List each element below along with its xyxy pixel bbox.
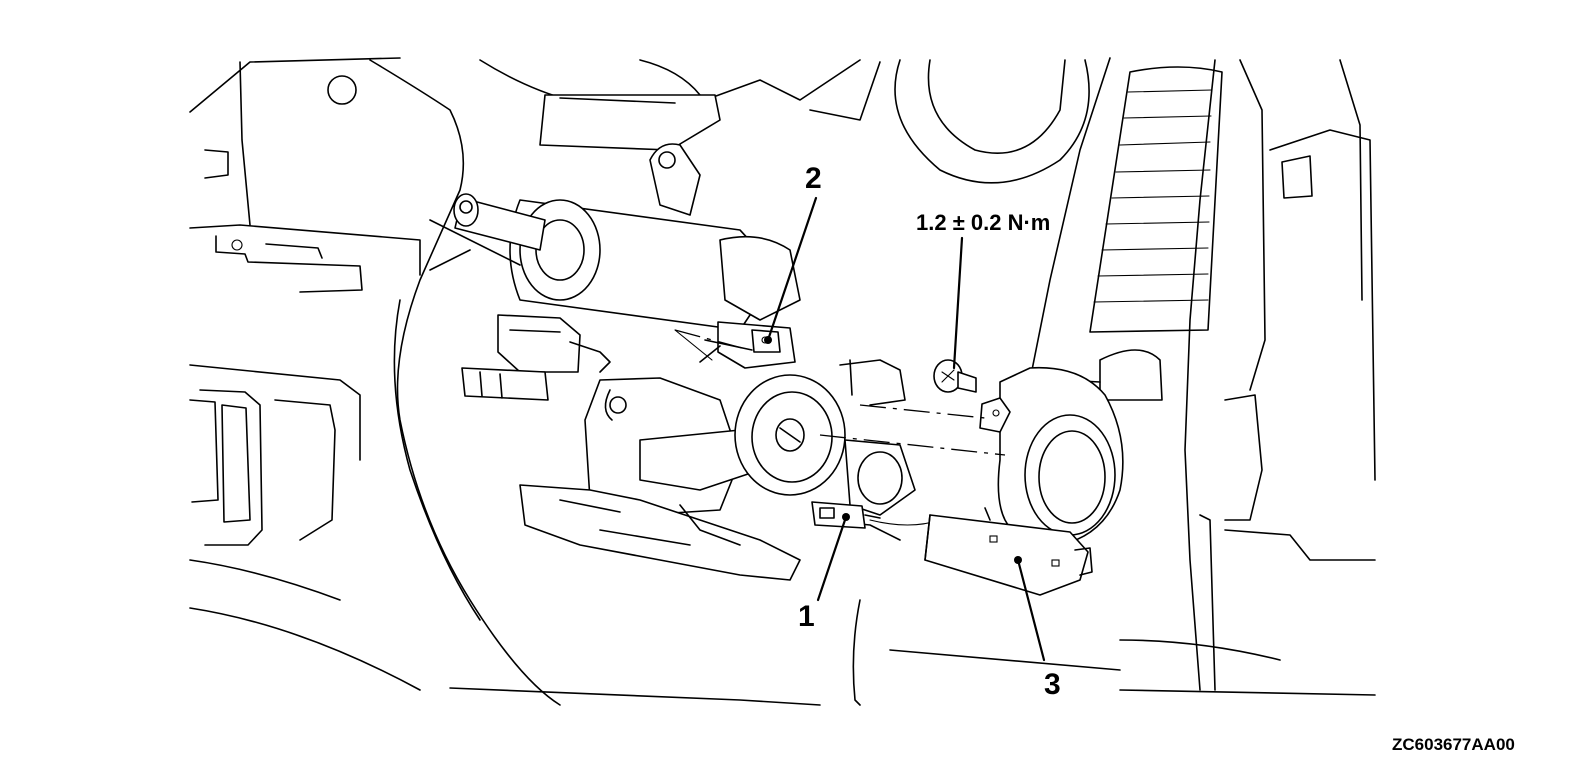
ignition-lock-cylinder: [584, 359, 916, 516]
steering-column: [429, 143, 801, 331]
leader-dot-1: [842, 513, 850, 521]
leader-line-torque: [952, 236, 964, 370]
part-1-switch: [811, 501, 881, 529]
part-2-connector: [699, 321, 796, 369]
assembly-lines: [674, 329, 1006, 456]
leader-dot-3: [1014, 556, 1022, 564]
part-3-antenna-ring: [924, 366, 1124, 596]
dashboard-background: [189, 57, 1376, 706]
callout-2: 2: [805, 162, 822, 195]
callout-3: 3: [1044, 668, 1061, 701]
leader-line-1: [816, 515, 848, 602]
figure-code: ZC603677AA00: [1392, 735, 1515, 754]
leader-line-3: [1016, 558, 1046, 662]
callout-1: 1: [798, 600, 815, 633]
vent-louvers: [1093, 89, 1213, 303]
leader-dot-2: [764, 336, 772, 344]
torque-spec-label: 1.2 ± 0.2 N·m: [916, 210, 1050, 235]
leader-line-2: [766, 196, 818, 342]
wiring-connector-left: [461, 314, 611, 401]
